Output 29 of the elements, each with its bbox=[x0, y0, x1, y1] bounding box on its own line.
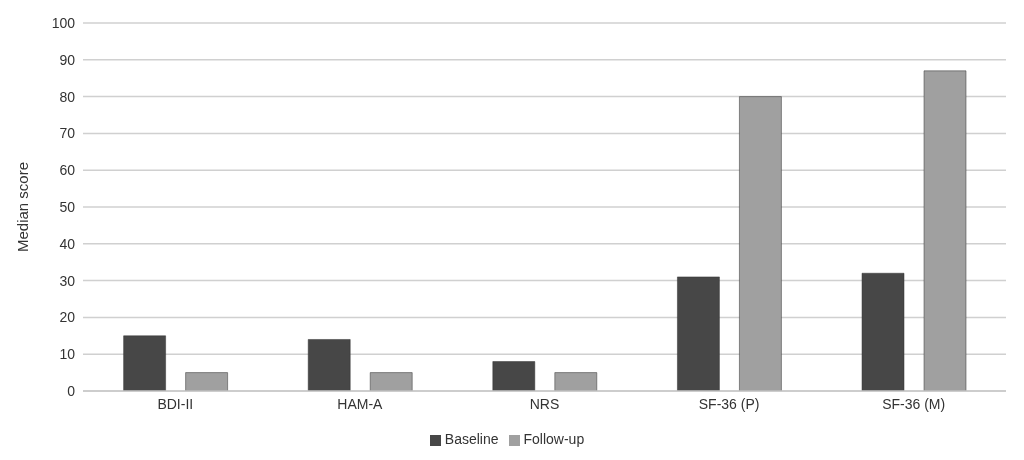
x-tick-label: SF-36 (P) bbox=[698, 395, 760, 412]
y-tick-label: 30 bbox=[59, 272, 76, 289]
bar bbox=[677, 276, 720, 391]
y-tick-label: 60 bbox=[59, 162, 76, 179]
y-tick-label: 90 bbox=[59, 51, 76, 68]
x-tick-label: NRS bbox=[529, 395, 560, 412]
bar bbox=[554, 372, 598, 391]
bar bbox=[123, 335, 166, 391]
y-axis-title: Median score bbox=[14, 161, 32, 253]
y-tick-label: 50 bbox=[59, 198, 76, 215]
bar bbox=[861, 272, 905, 391]
bar bbox=[307, 339, 351, 391]
legend-label: Follow-up bbox=[523, 431, 585, 447]
bar bbox=[185, 372, 228, 391]
y-tick-label: 70 bbox=[59, 125, 76, 142]
bar bbox=[923, 70, 967, 391]
legend-label: Baseline bbox=[444, 431, 499, 447]
y-tick-label: 80 bbox=[59, 88, 76, 105]
y-tick-label: 100 bbox=[51, 14, 76, 31]
x-tick-label: BDI-II bbox=[157, 395, 194, 412]
y-tick-label: 10 bbox=[59, 346, 76, 363]
bar bbox=[739, 96, 782, 391]
y-tick-label: 40 bbox=[59, 235, 76, 252]
bar bbox=[369, 372, 413, 391]
y-tick-label: 20 bbox=[59, 309, 76, 326]
y-tick-label: 0 bbox=[67, 382, 76, 399]
x-tick-label: HAM-A bbox=[337, 395, 384, 412]
x-tick-label: SF-36 (M) bbox=[882, 395, 946, 412]
bar bbox=[492, 361, 536, 391]
